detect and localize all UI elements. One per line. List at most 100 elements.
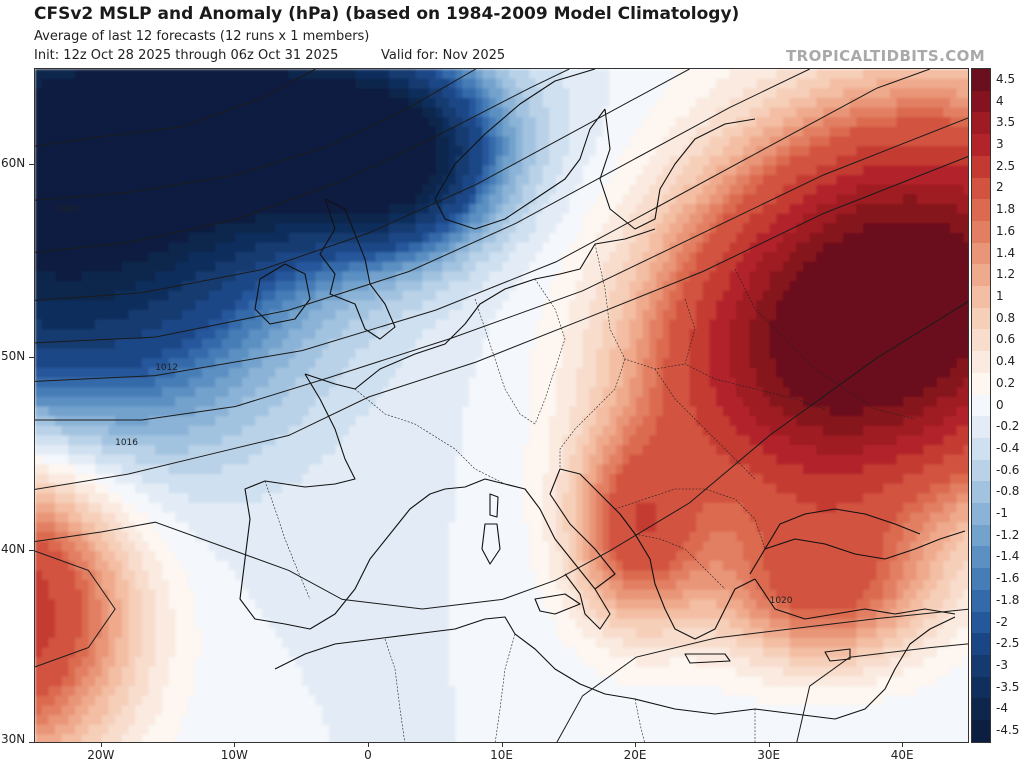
- anomaly-cell: [889, 387, 898, 398]
- anomaly-cell: [749, 261, 757, 273]
- anomaly-cell: [328, 387, 337, 398]
- anomaly-cell: [235, 387, 243, 398]
- anomaly-cell: [642, 78, 651, 89]
- anomaly-cell: [555, 261, 564, 273]
- anomaly-cell: [181, 204, 190, 215]
- anomaly-cell: [368, 271, 377, 282]
- anomaly-cell: [943, 184, 951, 195]
- anomaly-cell: [415, 406, 423, 417]
- anomaly-cell: [235, 329, 243, 340]
- anomaly-cell: [549, 136, 557, 147]
- anomaly-cell: [622, 126, 630, 138]
- anomaly-cell: [449, 348, 457, 359]
- anomaly-cell: [582, 252, 590, 263]
- anomaly-cell: [876, 97, 884, 109]
- anomaly-cell: [742, 300, 751, 311]
- anomaly-cell: [762, 155, 771, 167]
- anomaly-cell: [535, 358, 544, 369]
- anomaly-cell: [829, 175, 838, 186]
- anomaly-cell: [101, 319, 110, 330]
- anomaly-cell: [589, 358, 597, 369]
- anomaly-cell: [789, 126, 797, 138]
- anomaly-cell: [268, 223, 277, 234]
- anomaly-cell: [362, 290, 370, 302]
- anomaly-cell: [956, 348, 964, 359]
- anomaly-cell: [328, 358, 337, 369]
- anomaly-cell: [502, 107, 510, 118]
- anomaly-cell: [669, 358, 677, 369]
- anomaly-cell: [61, 406, 69, 417]
- anomaly-cell: [589, 406, 597, 417]
- anomaly-cell: [729, 281, 737, 292]
- anomaly-cell: [903, 213, 911, 224]
- anomaly-cell: [168, 165, 176, 176]
- anomaly-map[interactable]: 1000 1012 1016 1020: [34, 68, 969, 743]
- anomaly-cell: [495, 387, 504, 398]
- anomaly-cell: [422, 155, 430, 167]
- anomaly-cell: [409, 348, 417, 359]
- anomaly-cell: [355, 329, 363, 340]
- brand-watermark[interactable]: TROPICALTIDBITS.COM: [786, 47, 986, 65]
- anomaly-cell: [469, 155, 477, 167]
- anomaly-cell: [275, 329, 283, 340]
- anomaly-cell: [569, 117, 577, 128]
- anomaly-cell: [629, 223, 637, 234]
- anomaly-cell: [609, 387, 617, 398]
- anomaly-cell: [295, 358, 303, 369]
- anomaly-cell: [629, 184, 637, 195]
- anomaly-cell: [121, 242, 130, 253]
- anomaly-cell: [148, 146, 156, 157]
- anomaly-cell: [783, 396, 791, 408]
- anomaly-cell: [315, 319, 323, 330]
- anomaly-cell: [749, 136, 757, 147]
- anomaly-cell: [682, 377, 691, 388]
- anomaly-cell: [368, 165, 377, 176]
- anomaly-cell: [181, 367, 190, 379]
- anomaly-cell: [602, 329, 610, 340]
- anomaly-cell: [622, 107, 630, 118]
- anomaly-cell: [422, 339, 430, 350]
- anomaly-cell: [622, 377, 630, 388]
- anomaly-cell: [529, 377, 537, 388]
- anomaly-cell: [656, 126, 664, 138]
- anomaly-cell: [222, 107, 230, 118]
- anomaly-cell: [929, 194, 938, 205]
- anomaly-cell: [422, 204, 430, 215]
- anomaly-cell: [883, 213, 891, 224]
- anomaly-cell: [776, 136, 784, 147]
- anomaly-cell: [148, 319, 156, 330]
- anomaly-cell: [803, 204, 811, 215]
- anomaly-cell: [81, 348, 90, 359]
- anomaly-cell: [402, 242, 410, 253]
- anomaly-cell: [736, 136, 744, 147]
- anomaly-cell: [669, 271, 677, 282]
- anomaly-cell: [843, 281, 851, 292]
- anomaly-cell: [502, 281, 510, 292]
- anomaly-cell: [61, 271, 69, 282]
- anomaly-cell: [529, 339, 537, 350]
- anomaly-cell: [949, 396, 958, 408]
- anomaly-cell: [489, 406, 497, 417]
- anomaly-cell: [482, 387, 490, 398]
- anomaly-cell: [849, 213, 858, 224]
- anomaly-cell: [128, 69, 136, 80]
- anomaly-cell: [843, 261, 851, 273]
- anomaly-cell: [582, 213, 590, 224]
- anomaly-cell: [482, 242, 490, 253]
- anomaly-cell: [489, 175, 497, 186]
- anomaly-cell: [455, 69, 464, 80]
- anomaly-cell: [255, 310, 263, 321]
- anomaly-cell: [656, 377, 664, 388]
- anomaly-cell: [883, 358, 891, 369]
- anomaly-cell: [669, 367, 677, 379]
- anomaly-cell: [475, 396, 484, 408]
- anomaly-cell: [235, 184, 243, 195]
- anomaly-cell: [596, 348, 604, 359]
- anomaly-cell: [669, 117, 677, 128]
- anomaly-cell: [235, 155, 243, 167]
- anomaly-cell: [482, 377, 490, 388]
- anomaly-cell: [816, 194, 824, 205]
- anomaly-cell: [402, 213, 410, 224]
- anomaly-cell: [836, 300, 844, 311]
- anomaly-cell: [248, 377, 256, 388]
